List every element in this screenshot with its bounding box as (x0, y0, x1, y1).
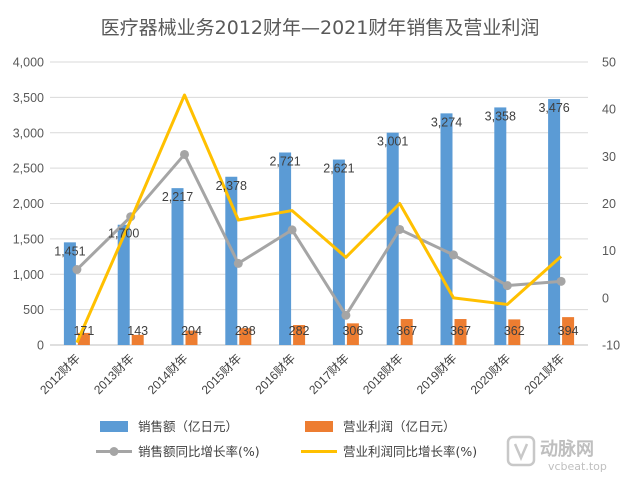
legend-label: 销售额（亿日元） (138, 419, 238, 434)
right-tick-label: 50 (602, 56, 616, 70)
sales-growth-marker (449, 250, 458, 260)
right-tick-label: 20 (602, 197, 616, 211)
left-axis-ticks: 0 500 1,000 1,500 2,000 2,500 3,000 3,500 4,000 (13, 56, 44, 353)
sales-bar (279, 152, 292, 345)
profit-data-label: 204 (181, 324, 202, 338)
sales-data-label: 3,001 (377, 135, 408, 149)
profit-bar (293, 325, 306, 345)
bars (63, 99, 575, 345)
sales-growth-marker (287, 225, 297, 235)
sales-data-label: 3,274 (431, 115, 462, 129)
sales-data-label: 2,217 (162, 190, 193, 204)
profit-data-label: 367 (450, 324, 471, 338)
right-axis-ticks: -10 0 10 20 30 40 50 (602, 56, 620, 353)
watermark: 动脉网 vcbeat.top (506, 435, 607, 473)
profit-data-label: 306 (342, 324, 363, 338)
profit-bar (346, 323, 359, 345)
sales-bar (548, 99, 561, 345)
left-tick-label: 1,000 (13, 268, 44, 282)
sales-data-label: 2,621 (323, 162, 354, 176)
sales-data-label: 2,378 (216, 179, 247, 193)
profit-growth-line (75, 93, 563, 344)
sales-bar (117, 224, 130, 345)
sales-bar (171, 188, 184, 345)
legend-marker (109, 447, 119, 456)
right-tick-label: 40 (602, 103, 616, 117)
sales-bar (225, 176, 238, 345)
sales-bar (440, 113, 453, 345)
legend-swatch (100, 421, 128, 432)
left-tick-label: 4,000 (13, 56, 44, 70)
sales-growth-marker (395, 224, 405, 234)
profit-data-label: 171 (73, 324, 94, 338)
sales-data-label: 2,721 (269, 154, 300, 168)
left-tick-label: 0 (37, 339, 44, 353)
profit-data-label: 394 (558, 324, 579, 338)
sales-growth-marker (180, 149, 189, 159)
sales-growth-marker (341, 310, 351, 320)
legend-label: 营业利润（亿日元） (343, 419, 456, 434)
sales-data-label: 1,700 (108, 227, 139, 241)
sales-growth-marker (502, 281, 512, 291)
data-labels: 1,451 1,700 2,217 2,378 2,721 2,621 3,001 3,274… (54, 101, 578, 338)
profit-bar (185, 330, 198, 345)
sales-growth-line (75, 152, 562, 317)
legend-label: 销售额同比增长率(%) (138, 444, 260, 459)
profit-data-label: 367 (396, 324, 417, 338)
vcbeat-logo-icon (506, 435, 536, 467)
sales-growth-marker (556, 276, 566, 286)
right-tick-label: 0 (602, 291, 609, 305)
legend: 销售额（亿日元） 营业利润（亿日元） 销售额同比增长率(%) 营业利润同比增长率(%) (96, 419, 477, 459)
right-tick-label: 30 (602, 150, 616, 164)
right-tick-label: 10 (602, 244, 616, 258)
left-tick-label: 1,500 (13, 232, 44, 246)
profit-bar (508, 319, 521, 345)
legend-swatch (305, 421, 333, 432)
watermark-url: vcbeat.top (548, 460, 607, 473)
left-tick-label: 2,500 (13, 162, 44, 176)
profit-bar (562, 317, 575, 345)
chart-title: 医疗器械业务2012财年—2021财年销售及营业利润 (101, 17, 540, 39)
left-tick-label: 2,000 (13, 197, 44, 211)
sales-data-label: 3,476 (538, 101, 569, 115)
left-tick-label: 500 (23, 303, 44, 317)
profit-bar (400, 319, 413, 345)
sales-bar (494, 107, 507, 345)
left-tick-label: 3,500 (13, 91, 44, 105)
profit-data-label: 362 (504, 324, 525, 338)
sales-data-label: 3,358 (485, 109, 516, 123)
profit-bar (239, 328, 252, 345)
sales-data-label: 1,451 (54, 244, 85, 258)
profit-data-label: 282 (289, 324, 310, 338)
right-tick-label: -10 (602, 339, 620, 353)
sales-growth-marker (233, 258, 243, 268)
profit-bar (131, 334, 144, 345)
legend-label: 营业利润同比增长率(%) (343, 444, 477, 459)
watermark-brand: 动脉网 (540, 438, 594, 460)
profit-data-label: 143 (127, 324, 148, 338)
left-tick-label: 3,000 (13, 126, 44, 140)
profit-data-label: 238 (235, 324, 256, 338)
lines (72, 93, 566, 344)
profit-bar (454, 319, 467, 345)
sales-growth-marker (72, 265, 82, 275)
